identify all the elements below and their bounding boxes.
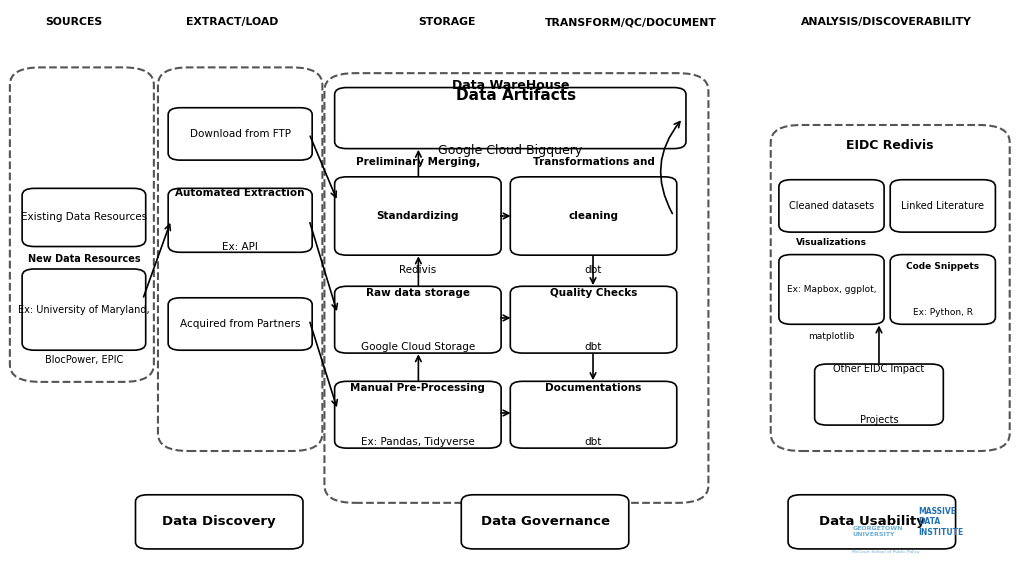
Text: Linked Literature: Linked Literature	[901, 201, 984, 211]
FancyBboxPatch shape	[779, 255, 884, 324]
FancyBboxPatch shape	[335, 88, 686, 149]
Text: Manual Pre-Processing: Manual Pre-Processing	[350, 382, 485, 393]
Text: EIDC Redivis: EIDC Redivis	[847, 139, 934, 153]
FancyBboxPatch shape	[788, 495, 955, 549]
Text: Documentations: Documentations	[546, 382, 642, 393]
Text: SOURCES: SOURCES	[46, 17, 102, 27]
Text: Data Governance: Data Governance	[480, 516, 609, 528]
Text: Google Cloud Storage: Google Cloud Storage	[360, 342, 475, 352]
Text: Data Discovery: Data Discovery	[163, 516, 276, 528]
Text: Google Cloud Bigquery: Google Cloud Bigquery	[438, 144, 583, 157]
FancyBboxPatch shape	[461, 495, 629, 549]
Text: matplotlib: matplotlib	[808, 332, 855, 341]
Text: Data WareHouse: Data WareHouse	[452, 79, 569, 92]
Text: Cleaned datasets: Cleaned datasets	[788, 201, 874, 211]
Text: Download from FTP: Download from FTP	[189, 129, 291, 139]
Text: Ex: University of Maryland,: Ex: University of Maryland,	[18, 305, 150, 314]
Text: Acquired from Partners: Acquired from Partners	[180, 319, 300, 329]
Text: BlocPower, EPIC: BlocPower, EPIC	[45, 355, 123, 365]
Text: Transformations and: Transformations and	[532, 157, 654, 167]
Text: Visualizations: Visualizations	[796, 238, 867, 247]
FancyBboxPatch shape	[23, 269, 145, 350]
FancyBboxPatch shape	[168, 108, 312, 160]
Text: cleaning: cleaning	[568, 211, 618, 221]
FancyBboxPatch shape	[158, 67, 323, 451]
Text: STORAGE: STORAGE	[418, 17, 476, 27]
Text: Ex: Mapbox, ggplot,: Ex: Mapbox, ggplot,	[786, 285, 877, 294]
FancyBboxPatch shape	[168, 188, 312, 252]
FancyBboxPatch shape	[168, 298, 312, 350]
FancyBboxPatch shape	[815, 364, 943, 425]
Text: Ex: Pandas, Tidyverse: Ex: Pandas, Tidyverse	[361, 437, 475, 447]
FancyBboxPatch shape	[510, 381, 677, 448]
Text: Quality Checks: Quality Checks	[550, 287, 637, 298]
FancyBboxPatch shape	[23, 188, 145, 247]
Text: Ex: Python, R: Ex: Python, R	[912, 308, 973, 317]
Text: Automated Extraction: Automated Extraction	[175, 188, 305, 198]
FancyBboxPatch shape	[510, 177, 677, 255]
FancyBboxPatch shape	[779, 180, 884, 232]
FancyBboxPatch shape	[771, 125, 1010, 451]
FancyBboxPatch shape	[325, 73, 709, 503]
Text: Ex: API: Ex: API	[222, 242, 258, 252]
FancyBboxPatch shape	[890, 255, 995, 324]
Text: Preliminary Merging,: Preliminary Merging,	[355, 157, 480, 167]
Text: Redivis: Redivis	[399, 265, 436, 275]
Text: New Data Resources: New Data Resources	[28, 254, 140, 264]
FancyBboxPatch shape	[510, 286, 677, 353]
FancyBboxPatch shape	[335, 286, 501, 353]
Text: Standardizing: Standardizing	[377, 211, 459, 221]
Text: ANALYSIS/DISCOVERABILITY: ANALYSIS/DISCOVERABILITY	[801, 17, 972, 27]
Text: dbt: dbt	[585, 342, 602, 352]
Text: Data Artifacts: Data Artifacts	[457, 88, 577, 103]
Text: dbt: dbt	[585, 265, 602, 275]
Text: Code Snippets: Code Snippets	[906, 262, 979, 271]
Text: Projects: Projects	[860, 415, 898, 425]
Text: Existing Data Resources: Existing Data Resources	[20, 213, 147, 222]
Text: MASSIVE
DATA
INSTITUTE: MASSIVE DATA INSTITUTE	[918, 507, 963, 537]
Text: dbt: dbt	[585, 437, 602, 447]
FancyBboxPatch shape	[10, 67, 154, 382]
Text: Other EIDC Impact: Other EIDC Impact	[834, 365, 925, 374]
Text: Raw data storage: Raw data storage	[366, 287, 470, 298]
Text: Data Usability: Data Usability	[819, 516, 925, 528]
Text: TRANSFORM/QC/DOCUMENT: TRANSFORM/QC/DOCUMENT	[545, 17, 717, 27]
FancyBboxPatch shape	[335, 177, 501, 255]
FancyBboxPatch shape	[890, 180, 995, 232]
Text: McCourt School of Public Policy: McCourt School of Public Policy	[852, 550, 920, 554]
FancyBboxPatch shape	[335, 381, 501, 448]
Text: EXTRACT/LOAD: EXTRACT/LOAD	[186, 17, 279, 27]
Text: GEORGETOWN
UNIVERSITY: GEORGETOWN UNIVERSITY	[852, 526, 903, 537]
FancyBboxPatch shape	[135, 495, 303, 549]
